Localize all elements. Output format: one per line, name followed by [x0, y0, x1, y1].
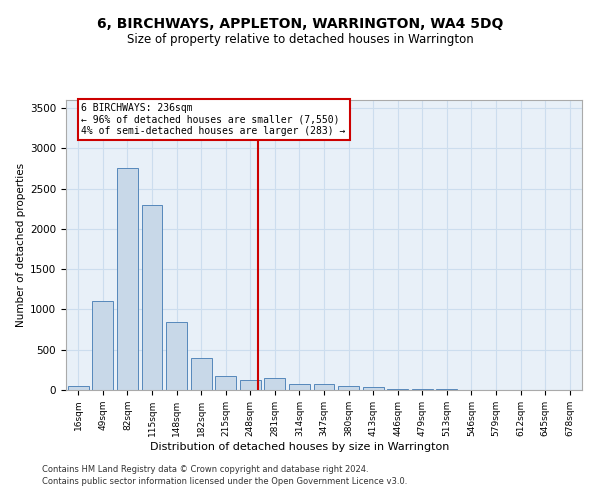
Text: 6 BIRCHWAYS: 236sqm
← 96% of detached houses are smaller (7,550)
4% of semi-deta: 6 BIRCHWAYS: 236sqm ← 96% of detached ho… [82, 103, 346, 136]
Text: Contains public sector information licensed under the Open Government Licence v3: Contains public sector information licen… [42, 476, 407, 486]
Y-axis label: Number of detached properties: Number of detached properties [16, 163, 26, 327]
Bar [215, 376, 236, 390]
Bar [92, 302, 113, 390]
Text: 6, BIRCHWAYS, APPLETON, WARRINGTON, WA4 5DQ: 6, BIRCHWAYS, APPLETON, WARRINGTON, WA4 … [97, 18, 503, 32]
Bar [314, 384, 334, 390]
Bar [412, 389, 433, 390]
Bar [166, 322, 187, 390]
Bar [387, 389, 408, 390]
Bar [68, 386, 89, 390]
Bar [240, 380, 261, 390]
Bar [338, 386, 359, 390]
Bar [265, 378, 286, 390]
Text: Contains HM Land Registry data © Crown copyright and database right 2024.: Contains HM Land Registry data © Crown c… [42, 466, 368, 474]
Bar [117, 168, 138, 390]
Bar [289, 384, 310, 390]
Bar [142, 204, 163, 390]
Bar [191, 358, 212, 390]
Text: Distribution of detached houses by size in Warrington: Distribution of detached houses by size … [151, 442, 449, 452]
Text: Size of property relative to detached houses in Warrington: Size of property relative to detached ho… [127, 32, 473, 46]
Bar [362, 387, 383, 390]
